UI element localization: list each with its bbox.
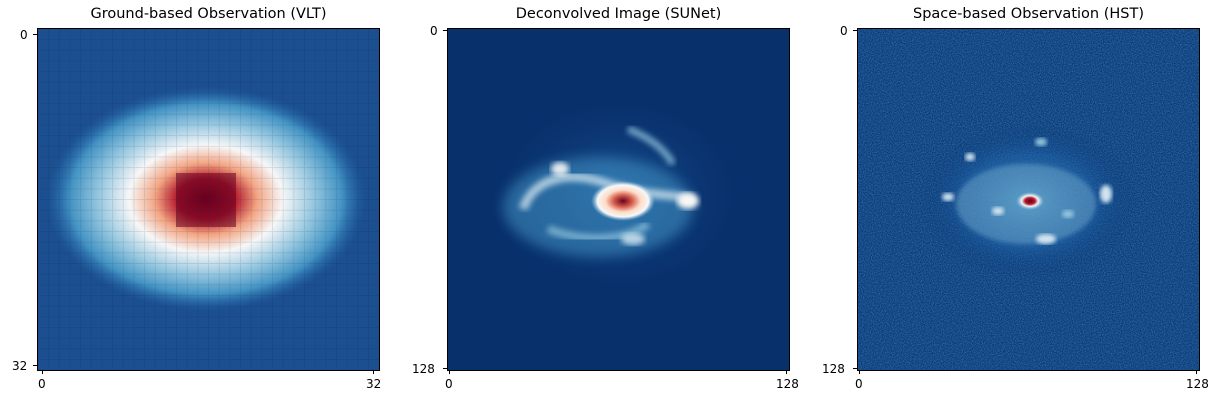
panel-sunet: Deconvolved Image (SUNet) [412,6,799,391]
x-tick-left [859,370,860,374]
panel-title: Space-based Observation (HST) [913,6,1144,22]
y-tick-label-bottom: 32 [12,359,28,373]
y-tick-label-bottom: 128 [412,362,435,376]
image-hst [857,28,1200,371]
x-tick-left [42,370,43,374]
x-tick-label-left: 0 [445,377,453,391]
x-tick-label-left: 0 [38,377,46,391]
image-vlt [37,28,380,371]
x-tick-label-right: 128 [776,377,799,391]
y-tick-top [443,30,447,31]
vlt-pixel-image [38,29,379,370]
panel-vlt: Ground-based Observation (VLT) [0,0,420,405]
x-tick-label-left: 0 [855,377,863,391]
y-tick-bottom [443,368,447,369]
x-tick-label-right: 32 [366,377,382,391]
y-tick-label-top: 0 [20,28,28,42]
sunet-deconvolved-image [448,29,789,370]
hst-observation-image [858,29,1199,370]
x-tick-label-right: 128 [1186,377,1209,391]
y-tick-top [853,30,857,31]
panel-title: Deconvolved Image (SUNet) [515,6,722,22]
x-tick-right [1196,370,1197,374]
panel-title: Ground-based Observation (VLT) [90,6,327,22]
x-tick-right [373,370,374,374]
y-tick-label-top: 0 [430,24,438,38]
y-tick-bottom [853,368,857,369]
x-tick-left [449,370,450,374]
y-tick-label-top: 0 [840,24,848,38]
image-sunet [447,28,790,371]
y-tick-label-bottom: 128 [822,362,845,376]
x-tick-right [786,370,787,374]
y-tick-bottom [33,365,37,366]
y-tick-top [33,34,37,35]
